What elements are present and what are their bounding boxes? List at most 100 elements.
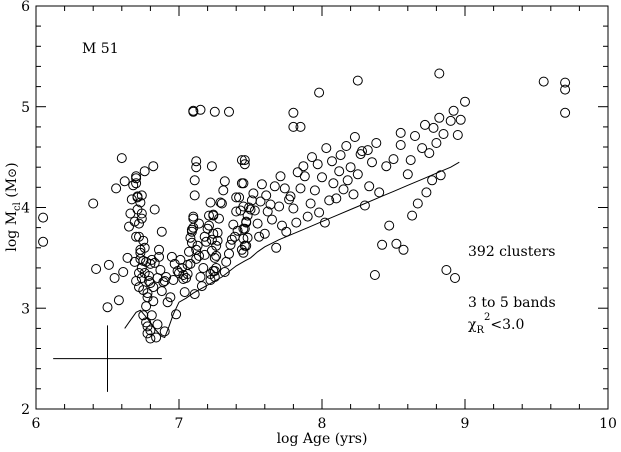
data-point [141, 317, 152, 328]
data-point [291, 217, 302, 228]
data-point [154, 244, 164, 255]
data-point [171, 309, 182, 320]
data-point [188, 106, 199, 117]
y-tick-label: 4 [21, 201, 30, 217]
data-point [238, 178, 249, 189]
data-point [317, 172, 327, 183]
data-point [239, 223, 250, 234]
data-point [151, 332, 162, 343]
data-point [277, 220, 287, 231]
data-point [148, 161, 159, 172]
chi-sub: R [476, 325, 484, 336]
data-point [331, 193, 342, 204]
data-point [135, 197, 146, 208]
data-point [402, 169, 413, 180]
data-point [450, 273, 460, 283]
data-point [208, 228, 219, 239]
data-point [38, 212, 49, 223]
data-point [241, 217, 252, 228]
plot-frame [35, 5, 609, 410]
data-point [269, 181, 280, 192]
data-point [113, 295, 124, 306]
data-point [295, 183, 306, 194]
data-point [219, 267, 230, 277]
data-point [307, 152, 317, 163]
data-point [189, 190, 200, 201]
data-point [145, 325, 156, 336]
data-point [134, 231, 144, 242]
data-point [209, 106, 220, 117]
data-point [434, 112, 445, 123]
galaxy-label: M 51 [82, 41, 119, 57]
data-point [369, 270, 380, 280]
chi-sup: 2 [484, 312, 490, 323]
data-point [427, 175, 438, 186]
data-point [156, 286, 167, 297]
data-point [452, 130, 463, 140]
data-point [254, 231, 265, 242]
data-point [211, 250, 222, 261]
data-point [262, 206, 273, 217]
data-point [288, 107, 299, 118]
data-point [146, 254, 157, 265]
data-point [172, 266, 183, 276]
data-point [359, 200, 370, 211]
data-point [314, 207, 325, 218]
y-axis-title-unit-close: ) [4, 162, 20, 167]
data-point [445, 115, 456, 126]
data-point [274, 201, 285, 212]
data-point [103, 259, 114, 270]
data-point [328, 178, 339, 189]
data-point [161, 272, 172, 282]
data-point [381, 161, 392, 172]
data-point [152, 319, 163, 330]
data-point [144, 271, 154, 281]
data-point [206, 234, 217, 245]
x-tick-labels: 6 7 8 9 10 [32, 416, 617, 432]
data-point [142, 328, 153, 339]
data-point [185, 258, 196, 269]
data-point [218, 185, 229, 196]
data-point [219, 176, 230, 187]
data-point [131, 178, 142, 189]
data-point [302, 211, 313, 222]
data-point [136, 213, 147, 224]
y-axis-title-sun-symbol: ⊙ [5, 168, 19, 178]
data-point [145, 278, 156, 289]
data-point [191, 162, 202, 173]
data-point [267, 214, 277, 225]
data-point [460, 96, 470, 107]
data-point [239, 155, 250, 166]
data-point [205, 197, 216, 208]
data-point [134, 268, 144, 278]
x-tick-label: 7 [175, 416, 184, 432]
data-point [185, 232, 196, 243]
data-point [192, 240, 203, 251]
data-point [279, 183, 290, 194]
data-point [209, 252, 220, 263]
data-point [538, 76, 549, 87]
y-tick-label: 6 [21, 0, 30, 15]
data-point [338, 184, 349, 195]
data-point [184, 246, 194, 257]
data-point [261, 190, 272, 201]
data-point [314, 87, 325, 98]
x-tick-label: 10 [599, 416, 617, 432]
data-point [186, 226, 197, 237]
data-point [448, 105, 459, 116]
data-point [194, 250, 204, 261]
data-point [196, 281, 207, 292]
data-point [182, 269, 193, 279]
data-point [212, 227, 223, 238]
data-point [231, 192, 242, 203]
data-point [352, 169, 363, 180]
chi-square-label: χR2<3.0 [468, 312, 524, 336]
data-point [345, 162, 356, 173]
data-point [391, 238, 402, 249]
data-point [156, 226, 167, 237]
data-point [364, 181, 375, 192]
data-point [168, 275, 179, 285]
data-point [395, 127, 406, 138]
data-point [352, 75, 363, 86]
y-axis-title-sub: cl [12, 202, 23, 211]
